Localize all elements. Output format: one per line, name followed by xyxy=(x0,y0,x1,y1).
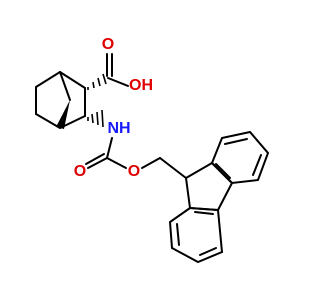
atom-label: O xyxy=(128,163,140,180)
hashed-bond xyxy=(87,109,104,128)
molecule-diagram: O OH NH O O xyxy=(35,36,270,264)
bonds xyxy=(35,53,270,264)
atom-label: OH xyxy=(129,77,153,94)
wedge-bond xyxy=(56,100,70,129)
hashed-bond xyxy=(87,73,107,90)
atom-label: O xyxy=(74,163,86,180)
atom-label: O xyxy=(102,36,114,53)
atom-label: NH xyxy=(107,120,130,137)
